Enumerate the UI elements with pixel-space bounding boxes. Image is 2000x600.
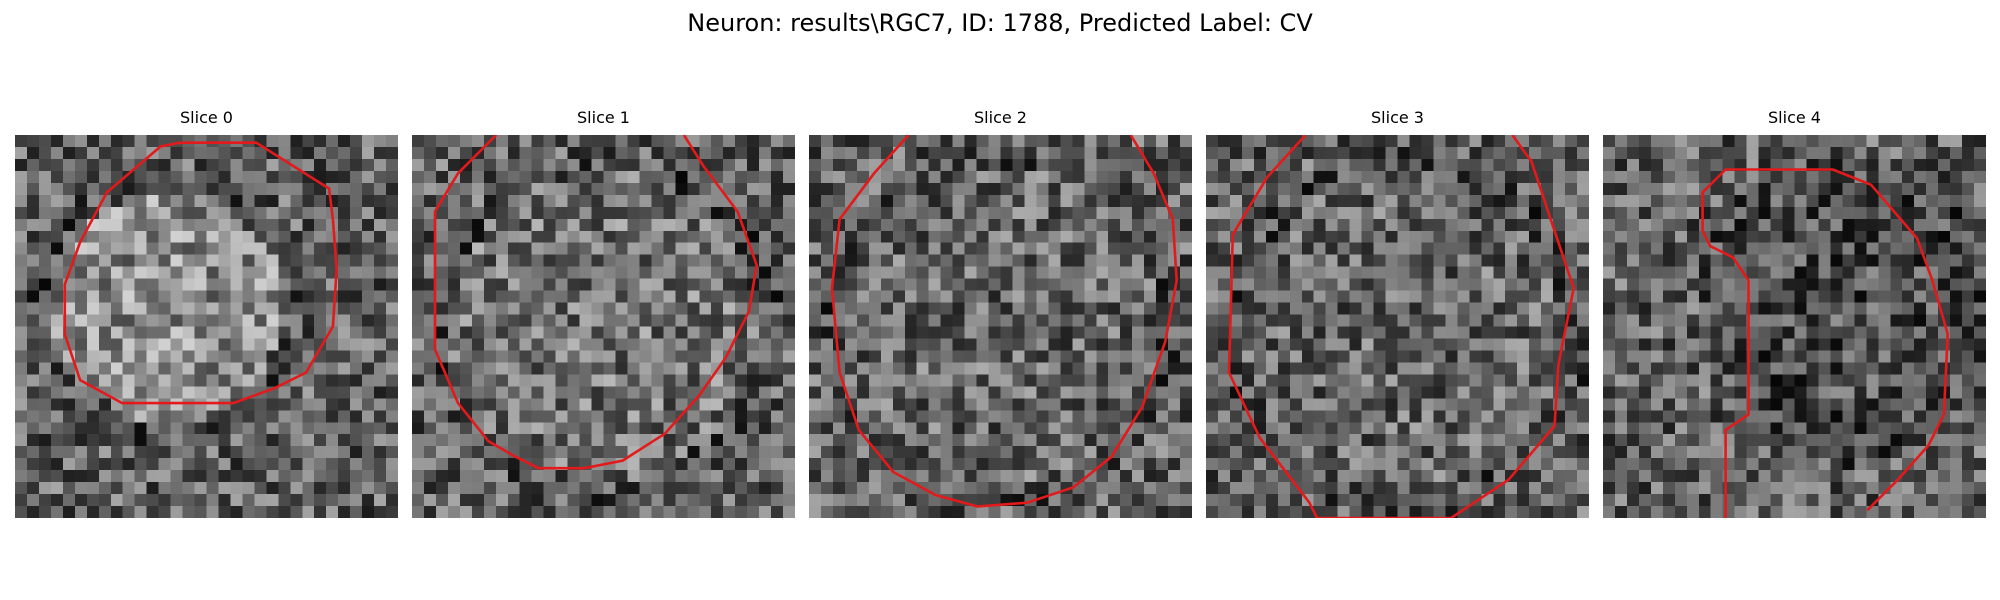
slice-0-title: Slice 0	[180, 108, 233, 127]
slice-1-image	[412, 135, 795, 518]
slice-3-title: Slice 3	[1371, 108, 1424, 127]
pixel-grid	[412, 135, 795, 518]
slice-2-image	[809, 135, 1192, 518]
pixel-grid	[1603, 135, 1986, 518]
slice-4-image	[1603, 135, 1986, 518]
slice-0-panel: Slice 0	[15, 108, 398, 518]
pixel-grid	[1206, 135, 1589, 518]
pixel-grid	[809, 135, 1192, 518]
slice-3-image	[1206, 135, 1589, 518]
segmentation-contour	[433, 135, 759, 470]
slice-1-title: Slice 1	[577, 108, 630, 127]
segmentation-contour	[1227, 135, 1576, 518]
slice-4-panel: Slice 4	[1603, 108, 1986, 518]
segmentation-contour	[1701, 168, 1950, 518]
slice-2-panel: Slice 2	[809, 108, 1192, 518]
slice-1-panel: Slice 1	[412, 108, 795, 518]
segmentation-contour	[830, 135, 1179, 508]
slice-0-image	[15, 135, 398, 518]
figure-title: Neuron: results\RGC7, ID: 1788, Predicte…	[687, 9, 1313, 37]
slice-3-panel: Slice 3	[1206, 108, 1589, 518]
slice-4-title: Slice 4	[1768, 108, 1821, 127]
slice-2-title: Slice 2	[974, 108, 1027, 127]
segmentation-contour	[63, 141, 339, 405]
pixel-grid	[15, 135, 398, 518]
